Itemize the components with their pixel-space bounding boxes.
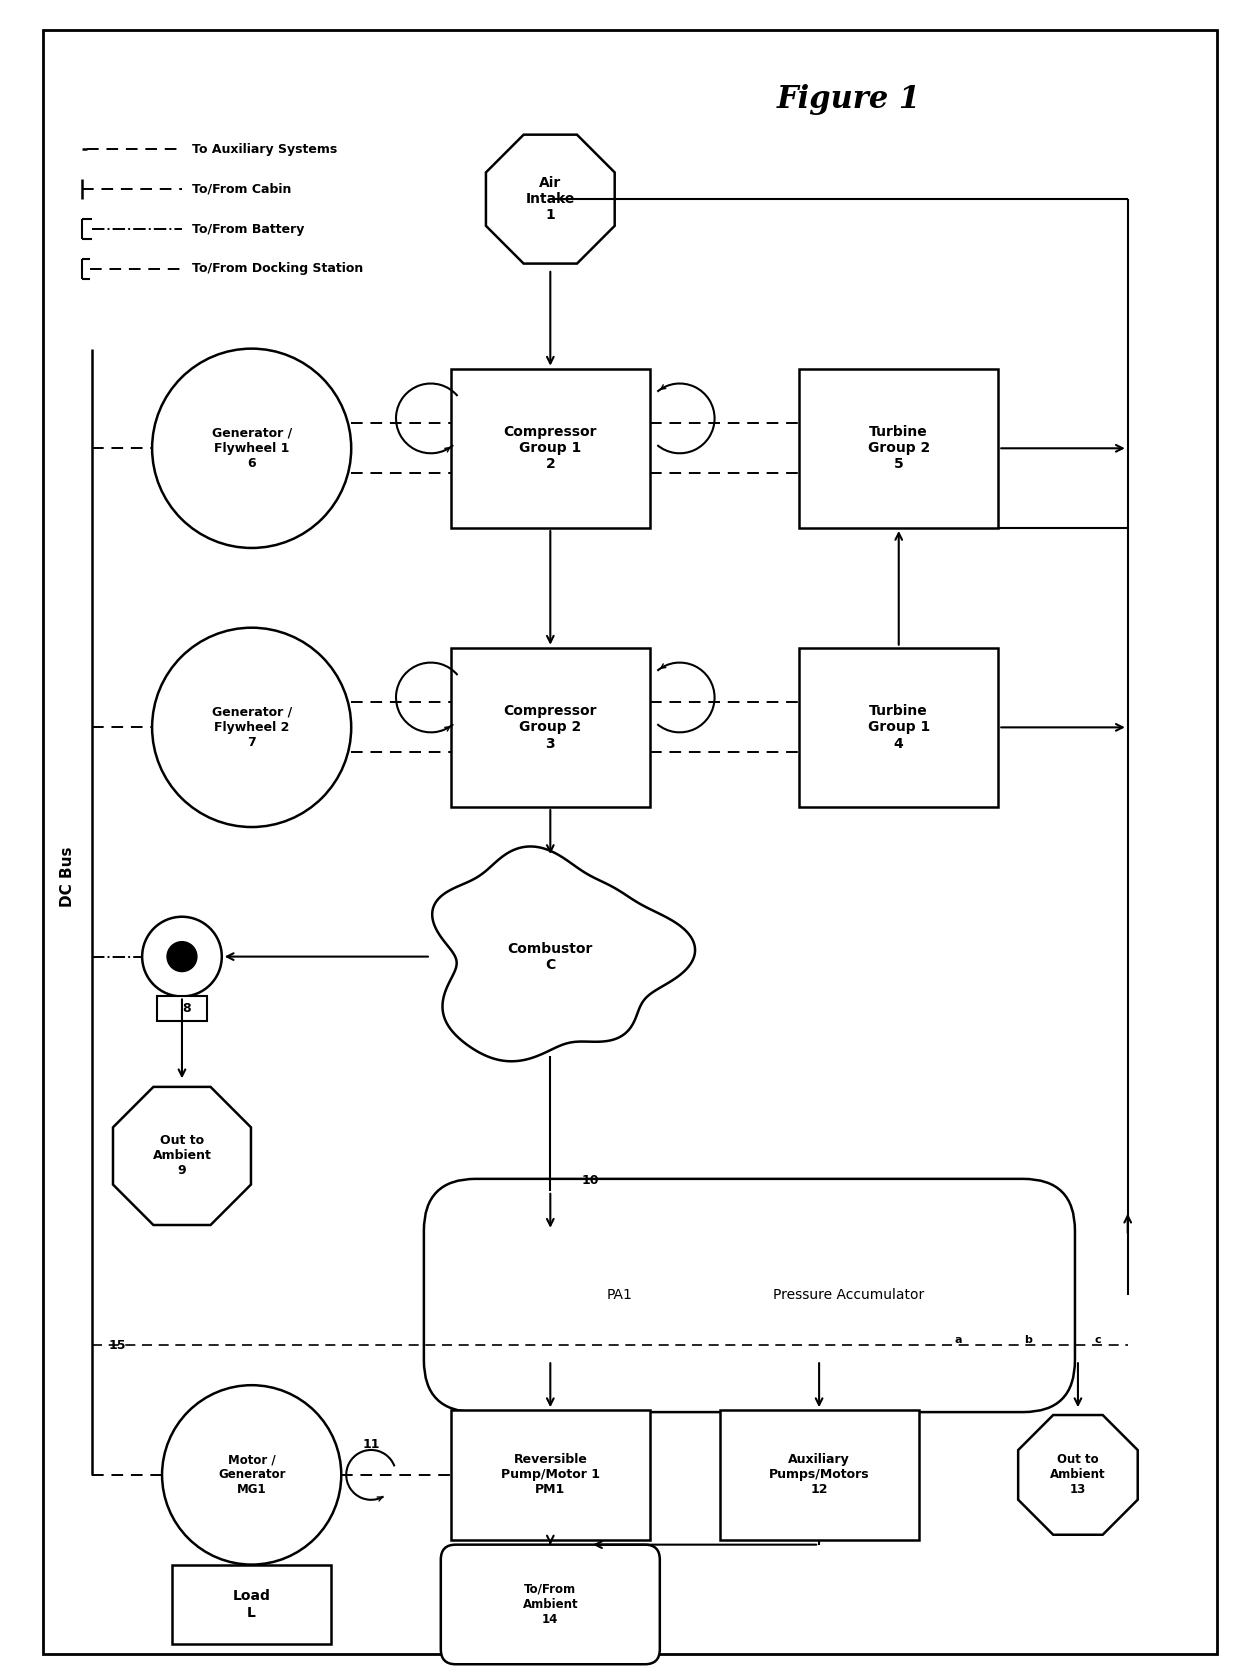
Text: b: b <box>1024 1335 1032 1345</box>
Text: Compressor
Group 1
2: Compressor Group 1 2 <box>503 424 598 471</box>
Text: Generator /
Flywheel 1
6: Generator / Flywheel 1 6 <box>212 428 291 470</box>
Bar <box>451 1410 650 1539</box>
Text: Auxiliary
Pumps/Motors
12: Auxiliary Pumps/Motors 12 <box>769 1454 869 1496</box>
Text: Compressor
Group 2
3: Compressor Group 2 3 <box>503 704 598 751</box>
Circle shape <box>162 1385 341 1565</box>
Circle shape <box>143 917 222 996</box>
Text: 8: 8 <box>182 1001 191 1015</box>
Text: Generator /
Flywheel 2
7: Generator / Flywheel 2 7 <box>212 706 291 750</box>
FancyBboxPatch shape <box>440 1545 660 1664</box>
Circle shape <box>153 349 351 548</box>
Polygon shape <box>1018 1415 1138 1534</box>
Circle shape <box>153 627 351 827</box>
Text: Turbine
Group 2
5: Turbine Group 2 5 <box>868 424 930 471</box>
Polygon shape <box>113 1087 250 1224</box>
Text: Combustor
C: Combustor C <box>507 941 593 971</box>
Text: Out to
Ambient
13: Out to Ambient 13 <box>1050 1454 1106 1496</box>
Bar <box>451 369 650 528</box>
Text: Turbine
Group 1
4: Turbine Group 1 4 <box>868 704 930 751</box>
Bar <box>800 647 998 807</box>
Text: DC Bus: DC Bus <box>60 847 74 907</box>
Text: 15: 15 <box>109 1338 126 1352</box>
Text: 11: 11 <box>362 1439 379 1452</box>
Text: 10: 10 <box>582 1174 599 1187</box>
Bar <box>800 369 998 528</box>
Text: PA1: PA1 <box>608 1288 632 1303</box>
FancyBboxPatch shape <box>424 1179 1075 1412</box>
Text: Figure 1: Figure 1 <box>777 84 921 116</box>
Polygon shape <box>486 134 615 263</box>
Text: To/From Docking Station: To/From Docking Station <box>192 262 363 275</box>
Text: Reversible
Pump/Motor 1
PM1: Reversible Pump/Motor 1 PM1 <box>501 1454 600 1496</box>
Text: To/From Cabin: To/From Cabin <box>192 183 291 196</box>
Text: Load
L: Load L <box>233 1590 270 1620</box>
Bar <box>157 996 207 1021</box>
Text: c: c <box>1095 1335 1101 1345</box>
Text: To/From
Ambient
14: To/From Ambient 14 <box>522 1583 578 1627</box>
Circle shape <box>167 942 197 971</box>
Text: Pressure Accumulator: Pressure Accumulator <box>774 1288 925 1303</box>
Bar <box>172 1565 331 1645</box>
Polygon shape <box>433 847 696 1062</box>
Bar <box>451 647 650 807</box>
Text: Motor /
Generator
MG1: Motor / Generator MG1 <box>218 1454 285 1496</box>
Text: Out to
Ambient
9: Out to Ambient 9 <box>153 1134 211 1177</box>
Bar <box>719 1410 919 1539</box>
Text: To Auxiliary Systems: To Auxiliary Systems <box>192 143 337 156</box>
Text: a: a <box>955 1335 962 1345</box>
Text: To/From Battery: To/From Battery <box>192 223 304 235</box>
Text: Air
Intake
1: Air Intake 1 <box>526 176 575 223</box>
